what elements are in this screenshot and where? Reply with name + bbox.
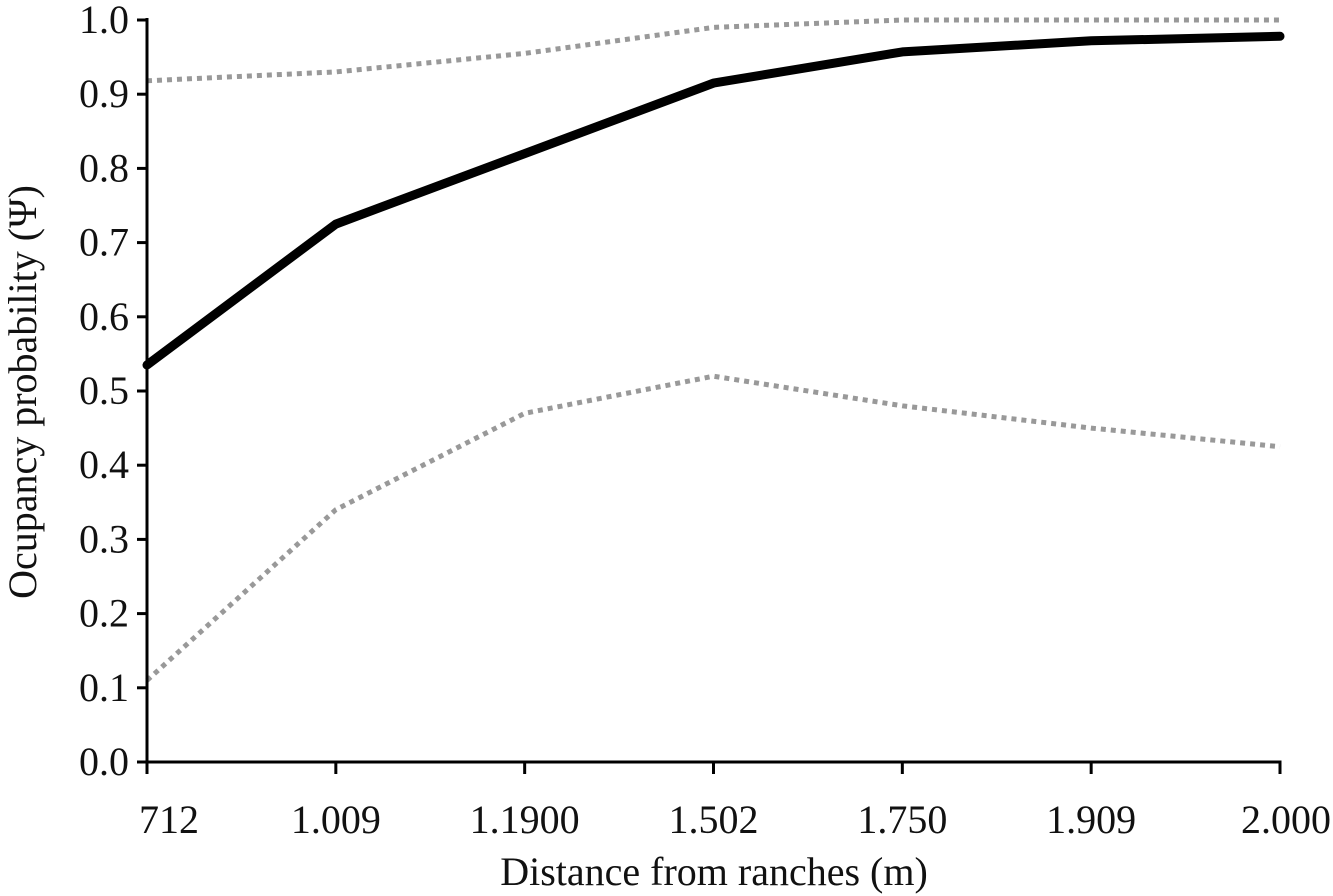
y-tick-label: 1.0	[79, 0, 129, 42]
x-tick-label: 712	[139, 797, 199, 842]
series-layer	[142, 17, 1285, 683]
x-axis-title: Distance from ranches (m)	[500, 849, 928, 894]
x-tick-label: 2.000	[1241, 797, 1331, 842]
series-line-lower	[145, 373, 1281, 683]
y-tick-label: 0.9	[79, 71, 129, 116]
y-tick-label: 0.7	[79, 220, 129, 265]
y-tick-label: 0.3	[79, 516, 129, 561]
y-tick-label: 0.6	[79, 294, 129, 339]
labels-layer: 0.0 0.1 0.2 0.3 0.4 0.5 0.6 0.7 0.8 0.9 1.0 712 1.00…	[79, 0, 1331, 842]
y-tick-label: 0.2	[79, 591, 129, 636]
y-tick-label: 0.5	[79, 368, 129, 413]
x-tick-label: 1.909	[1046, 797, 1136, 842]
x-tick-label: 1.1900	[470, 797, 580, 842]
series-line-estimate	[142, 31, 1285, 370]
x-tick-label: 1.502	[669, 797, 759, 842]
y-tick-label: 0.0	[79, 739, 129, 784]
x-tick-label: 1.750	[857, 797, 947, 842]
series-line-upper	[146, 17, 1280, 84]
y-tick-label: 0.4	[79, 442, 129, 487]
x-tick-label: 1.009	[291, 797, 381, 842]
y-axis-title: Ocupancy probability (Ψ)	[0, 185, 45, 599]
axes-layer	[137, 18, 1282, 774]
y-tick-label: 0.1	[79, 665, 129, 710]
y-tick-label: 0.8	[79, 145, 129, 190]
